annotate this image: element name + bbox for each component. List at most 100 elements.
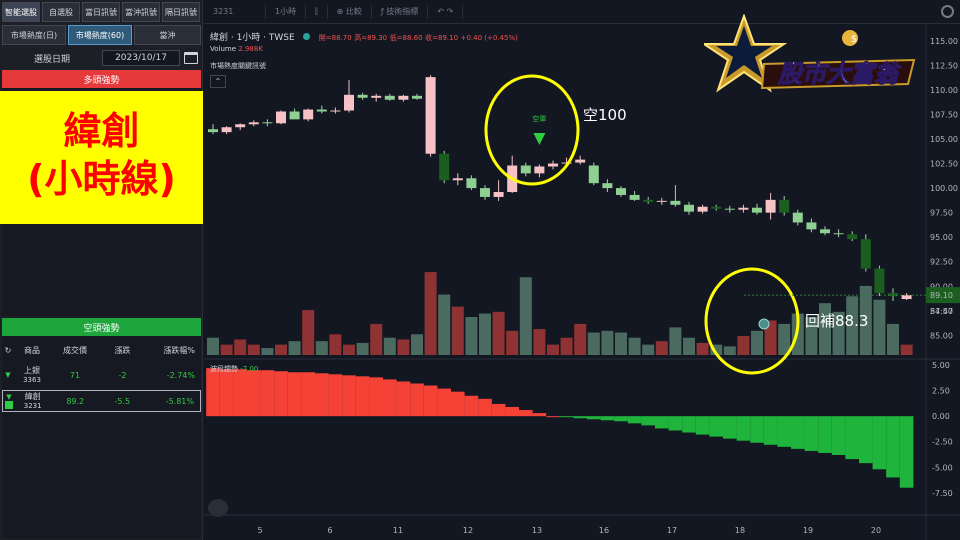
wave-bar bbox=[546, 416, 560, 418]
volume-bar bbox=[846, 296, 859, 355]
wave-bar bbox=[791, 416, 805, 449]
wave-value: -7.00 bbox=[240, 365, 259, 373]
tab-smart-picks[interactable]: 智能選股 bbox=[2, 2, 40, 22]
wave-bar bbox=[573, 416, 587, 419]
candle-body bbox=[303, 109, 314, 120]
wave-bar bbox=[328, 374, 343, 417]
volume-bar bbox=[329, 334, 342, 355]
legend-title: 緯創 · 1小時 · TWSE bbox=[210, 33, 295, 43]
legend-low: 低=88.60 bbox=[389, 34, 423, 42]
y-tick-label: 92.50 bbox=[930, 258, 953, 267]
tab-nextday-signal[interactable]: 隔日訊號 bbox=[162, 2, 200, 22]
wave-bar bbox=[355, 376, 370, 417]
symbol-search[interactable]: 3231 bbox=[204, 4, 266, 19]
candle-body bbox=[262, 122, 273, 124]
subtab-daytrade[interactable]: 當沖 bbox=[134, 25, 201, 45]
subtab-heat-daily[interactable]: 市場熱度(日) bbox=[2, 25, 66, 45]
candle-body bbox=[779, 199, 790, 213]
volume-bar bbox=[587, 332, 600, 355]
wave-bar bbox=[627, 416, 642, 424]
wave-bar bbox=[301, 372, 315, 417]
compare-button[interactable]: ⊕ 比較 bbox=[328, 4, 372, 19]
dollar-icon: $ bbox=[851, 34, 857, 45]
candle-body bbox=[208, 129, 218, 133]
wave-bar bbox=[383, 379, 397, 417]
y-tick-label: 107.50 bbox=[930, 110, 958, 119]
bear-section-header[interactable]: 空頭強勢 bbox=[2, 318, 201, 336]
subtab-heat-60[interactable]: 市場熱度(60) bbox=[68, 25, 132, 45]
wave-legend: 波段趨勢 -7.00 bbox=[210, 364, 258, 374]
x-tick-label: 11 bbox=[393, 526, 403, 535]
volume-legend: Volume 2.988K bbox=[210, 45, 263, 53]
tab-daily-signal[interactable]: 當日訊號 bbox=[82, 2, 120, 22]
wave-bar bbox=[396, 381, 411, 417]
x-tick-label: 20 bbox=[871, 526, 881, 535]
brand-logo: $ 股市大富翁 bbox=[704, 14, 916, 93]
calendar-icon[interactable] bbox=[184, 52, 198, 64]
y-tick-label: 105.00 bbox=[930, 135, 958, 144]
row-name: 緯創 bbox=[24, 391, 41, 401]
indicators-label: 技術指標 bbox=[386, 7, 419, 16]
tradingview-logo-icon[interactable] bbox=[208, 499, 228, 517]
date-row: 選股日期 2023/10/17 bbox=[2, 49, 201, 67]
indicators-button[interactable]: ƒ 技術指標 bbox=[372, 4, 429, 19]
table-row-selected[interactable]: ▼ 緯創 3231 89.2 -5.5 -5.81% bbox=[2, 390, 201, 412]
settings-gear-icon[interactable] bbox=[941, 5, 954, 18]
wave-bar bbox=[668, 416, 683, 431]
sub-tabs: 市場熱度(日) 市場熱度(60) 當沖 bbox=[2, 25, 201, 45]
row-pct: -2.74% bbox=[166, 370, 195, 380]
wave-bar bbox=[410, 383, 424, 417]
undo-icon[interactable]: ↶ ↷ bbox=[428, 4, 464, 19]
bar-type-icon[interactable]: ⫿ bbox=[306, 4, 328, 19]
collapse-legend-button[interactable]: ⌃ bbox=[210, 75, 226, 88]
wave-tick-label: 0.00 bbox=[932, 412, 950, 421]
legend-high: 高=89.30 bbox=[354, 34, 388, 42]
volume-bar bbox=[207, 337, 219, 355]
volume-bar bbox=[683, 337, 695, 355]
col-symbol: 商品 bbox=[24, 345, 40, 355]
x-tick-label: 18 bbox=[735, 526, 745, 535]
col-price: 成交價 bbox=[63, 345, 87, 355]
wave-bar bbox=[600, 416, 615, 421]
price-chart[interactable]: 115.00112.50110.00107.50105.00102.50100.… bbox=[204, 25, 960, 540]
volume-bar bbox=[370, 323, 383, 355]
candle-body bbox=[874, 268, 885, 294]
volume-bar bbox=[601, 330, 614, 355]
candle-body bbox=[520, 165, 531, 174]
refresh-icon[interactable]: ↻ bbox=[4, 345, 12, 355]
table-header: ↻ 商品 成交價 漲跌 漲跌幅% bbox=[2, 340, 201, 360]
bull-section-header[interactable]: 多頭強勢 bbox=[2, 70, 201, 88]
date-field[interactable]: 2023/10/17 bbox=[102, 50, 180, 66]
row-change: -2 bbox=[118, 370, 127, 380]
down-arrow-icon: ▼ bbox=[5, 371, 11, 379]
volume-bar bbox=[383, 337, 396, 355]
candle-body bbox=[289, 111, 300, 120]
x-tick-label: 17 bbox=[667, 526, 677, 535]
wave-bar bbox=[206, 368, 220, 417]
candle-body bbox=[738, 207, 749, 210]
wave-bar bbox=[723, 416, 737, 439]
volume-bar bbox=[479, 313, 491, 355]
volume-bar bbox=[574, 323, 587, 355]
volume-bar bbox=[805, 317, 818, 355]
interval-button[interactable]: 1小時 bbox=[266, 4, 307, 19]
wave-bar bbox=[804, 416, 819, 451]
table-row[interactable]: ▼ 上銀 3363 71 -2 -2.74% bbox=[2, 364, 201, 386]
wave-bar bbox=[886, 416, 900, 478]
short-highlight-ellipse bbox=[484, 74, 580, 186]
row-change: -5.5 bbox=[114, 396, 131, 406]
tab-watchlist[interactable]: 自選股 bbox=[42, 2, 80, 22]
wave-bar bbox=[369, 377, 383, 417]
wave-bar bbox=[777, 416, 791, 447]
candle-body bbox=[493, 192, 504, 197]
volume-bar bbox=[261, 348, 274, 355]
volume-bar bbox=[519, 277, 532, 355]
wave-bar bbox=[655, 416, 669, 429]
short-signal-label: 空單 bbox=[532, 114, 546, 123]
x-tick-label: 12 bbox=[463, 526, 473, 535]
volume-bar bbox=[220, 344, 233, 355]
tab-daytrade-signal[interactable]: 當沖訊號 bbox=[122, 2, 160, 22]
volume-bar bbox=[547, 344, 559, 355]
candle-body bbox=[412, 95, 422, 99]
wave-bar bbox=[247, 370, 261, 417]
